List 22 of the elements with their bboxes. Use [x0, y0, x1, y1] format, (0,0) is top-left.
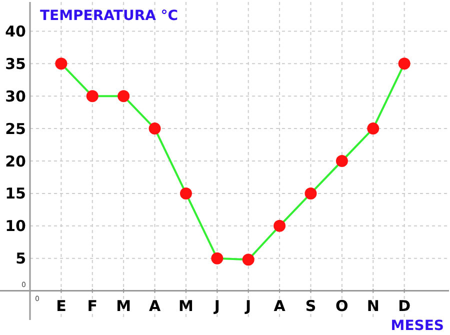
y-tick-label: 30: [5, 87, 26, 106]
x-tick-label: A: [274, 296, 286, 315]
x-tick-label: A: [148, 296, 161, 315]
y-tick-label: 25: [5, 120, 26, 138]
y-tick-label: 20: [5, 152, 26, 170]
x-tick-label: M: [116, 296, 132, 315]
y-tick-label: 35: [5, 54, 26, 73]
x-tick-label: N: [366, 296, 380, 315]
x-tick-label: J: [244, 296, 252, 315]
y-tick-label: 5: [16, 250, 26, 268]
x-tick-label: D: [398, 296, 411, 315]
y-tick-label: 10: [5, 217, 26, 236]
y-tick-label: 15: [5, 184, 26, 203]
y-axis-title: TEMPERATURA °C: [40, 8, 178, 24]
x-tick-label: F: [87, 296, 98, 315]
x-tick-label: M: [178, 296, 194, 315]
x-axis-title: MESES: [390, 318, 444, 334]
y-tick-label: 40: [5, 22, 26, 40]
x-tick-label: J: [213, 296, 220, 315]
x-tick-label: S: [305, 296, 316, 315]
x-tick-label: O: [336, 296, 348, 315]
x-tick-label: E: [56, 296, 66, 315]
